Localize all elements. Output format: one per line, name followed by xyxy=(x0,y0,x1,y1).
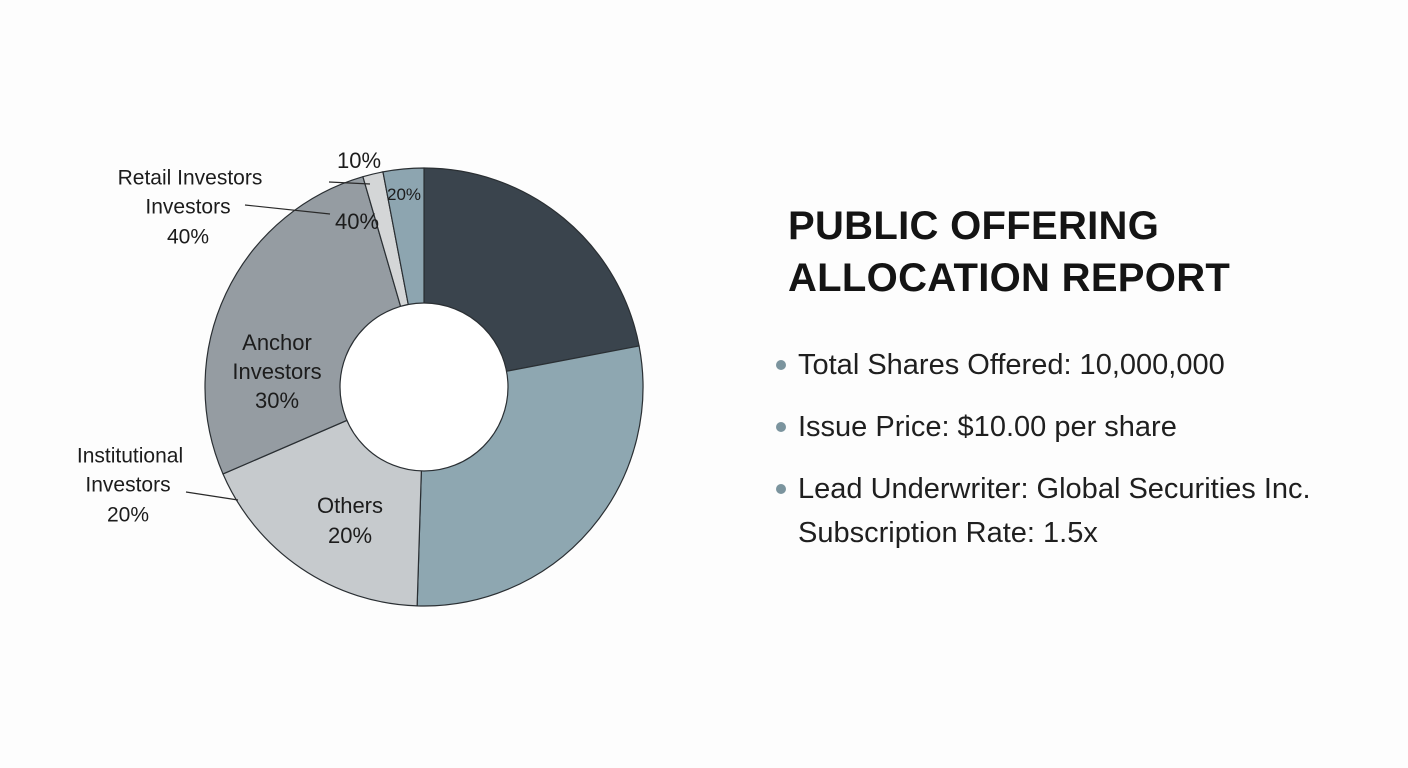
slice-label-line: 20% xyxy=(328,523,372,548)
slice-label: 20% xyxy=(387,185,421,204)
detail-text: Issue Price: $10.00 per share xyxy=(798,411,1177,443)
annotation-label: 10% xyxy=(337,148,381,173)
report-title-line-2: ALLOCATION REPORT xyxy=(788,256,1231,300)
chart-labels: Others 20% Anchor Investors 30% 20% 40% 10% xyxy=(232,148,421,548)
detail-item-underwriter: Lead Underwriter: Global Securities Inc.… xyxy=(776,469,1396,553)
slice-label-line: Investors xyxy=(232,359,321,384)
bullet-dot-icon xyxy=(776,422,786,432)
slice-label-line: 30% xyxy=(255,388,299,413)
detail-item-issue-price: Issue Price: $10.00 per share xyxy=(776,407,1396,447)
slice-label-line: 20% xyxy=(387,185,421,204)
detail-item-total-shares: Total Shares Offered: 10,000,000 xyxy=(776,345,1396,385)
callout-label: Institutional Investors 20% xyxy=(77,445,183,527)
slice-label: Anchor Investors 30% xyxy=(232,330,321,413)
callout-label-line: 20% xyxy=(107,504,149,527)
slice-label-line: Anchor xyxy=(242,330,312,355)
report-details-list: Total Shares Offered: 10,000,000 Issue P… xyxy=(776,345,1396,575)
annotation-label: 40% xyxy=(335,209,379,234)
leader-line xyxy=(244,204,331,215)
callout-label: Retail Investors Investors 40% xyxy=(118,167,263,249)
bullet-dot-icon xyxy=(776,360,786,370)
callout-label-line: Investors xyxy=(85,474,170,497)
donut-hole xyxy=(339,302,509,472)
callout-label-line: Investors xyxy=(145,196,230,219)
slice-label-line: Others xyxy=(317,493,383,518)
leader-line xyxy=(185,491,239,501)
report-title-line-1: PUBLIC OFFERING xyxy=(788,204,1160,248)
chart-callouts: Retail Investors Investors 40% Institutiona… xyxy=(77,167,262,527)
callout-label-line: 40% xyxy=(167,226,209,249)
callout-label-line: Retail Investors xyxy=(118,167,263,190)
allocation-donut-chart: Others 20% Anchor Investors 30% 20% 40% 10% Ret… xyxy=(77,148,644,607)
slice-label: Others 20% xyxy=(317,493,383,548)
report-title: PUBLIC OFFERING ALLOCATION REPORT xyxy=(788,200,1388,304)
detail-text: Lead Underwriter: Global Securities Inc. xyxy=(798,473,1311,505)
leader-line xyxy=(328,181,371,185)
bullet-dot-icon xyxy=(776,484,786,494)
callout-leader-lines xyxy=(185,181,371,501)
detail-text-subscription-rate: Subscription Rate: 1.5x xyxy=(798,517,1098,549)
callout-label-line: Institutional xyxy=(77,445,183,468)
detail-text: Total Shares Offered: 10,000,000 xyxy=(798,349,1225,381)
